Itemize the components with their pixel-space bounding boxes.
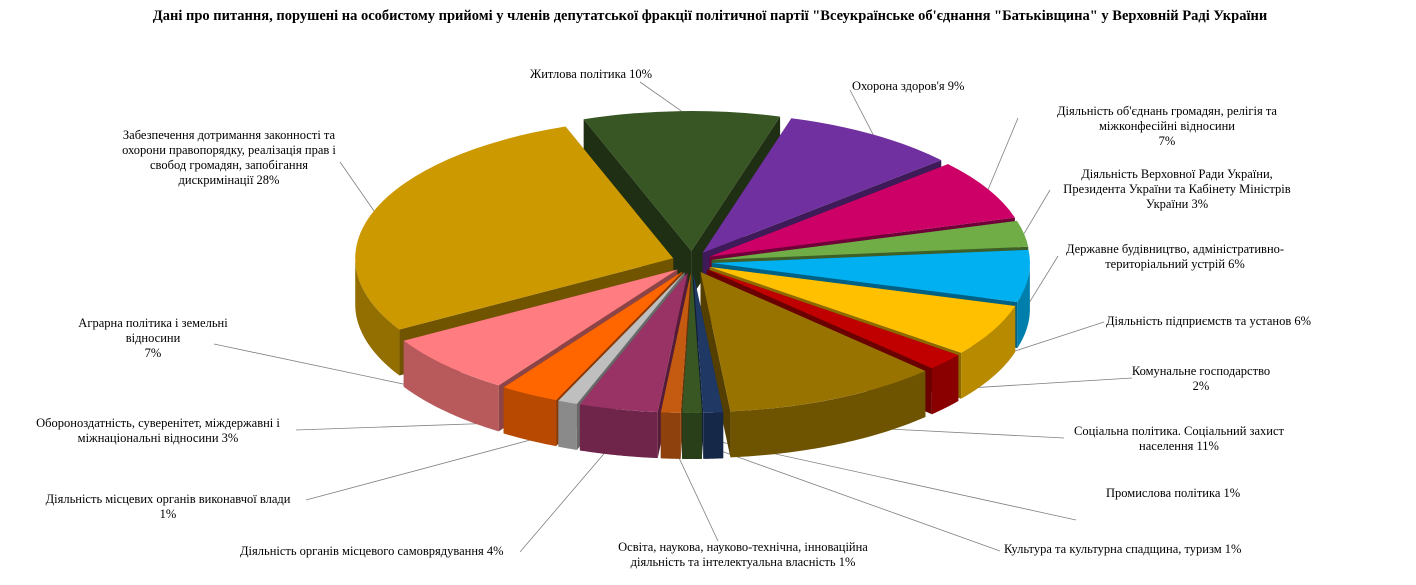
slice-top [709, 266, 1016, 353]
leader-line [691, 440, 1001, 552]
pie-slice [700, 271, 926, 458]
chart-title: Дані про питання, порушені на особистому… [152, 8, 1268, 24]
slice-top [709, 164, 1015, 257]
slice-outer-wall [403, 340, 499, 432]
leader-line [639, 81, 682, 112]
slice-top [707, 269, 959, 369]
slice-outer-wall [931, 355, 959, 415]
leader-line [1023, 189, 1051, 234]
slice-outer-wall [703, 412, 724, 459]
slice-outer-wall [503, 387, 557, 447]
label-localexec: Діяльність місцевих органів виконавчої в… [45, 492, 291, 521]
label-industry: Промислова політика 1% [1106, 486, 1241, 500]
slice-outer-wall [355, 256, 400, 376]
label-unions: Діяльність об'єднань громадян, релігія т… [1057, 104, 1277, 148]
label-health: Охорона здоров'я 9% [852, 79, 965, 93]
leader-line [339, 161, 375, 212]
label-law: Забезпечення дотримання законності та охо… [122, 128, 336, 187]
pie-slices [355, 111, 1030, 459]
slice-top [682, 273, 702, 413]
slice-top [583, 111, 781, 252]
slice-top [711, 249, 1030, 303]
slice-top [702, 118, 942, 253]
label-communal: Комунальне господарство 2% [1131, 364, 1271, 393]
label-education: Освіта, наукова, науково-технічна, іннов… [618, 540, 868, 569]
label-vru: Діяльність Верховної Ради України, Презид… [1063, 167, 1291, 211]
slice-outer-wall [682, 412, 702, 459]
slice-outer-wall [558, 400, 577, 450]
pie-slice [660, 272, 691, 459]
slice-outer-wall [961, 306, 1016, 399]
label-enterprises: Діяльність підприємств та установ 6% [1106, 314, 1312, 328]
slice-top [355, 126, 674, 330]
label-localgov: Діяльність органів місцевого самоврядува… [240, 544, 504, 558]
label-housing: Житлова політика 10% [530, 67, 653, 81]
slice-top [503, 271, 683, 401]
leader-line [519, 436, 619, 553]
slice-outer-wall [660, 412, 681, 459]
slice-top [700, 271, 926, 412]
pie-slice [682, 273, 702, 459]
label-social: Соціальна політика. Соціальний захист нас… [1073, 424, 1284, 453]
label-state: Державне будівництво, адміністративно-те… [1065, 242, 1285, 271]
slice-side-wall [700, 271, 731, 458]
leader-line [987, 117, 1019, 190]
label-culture: Культура та культурна спадщина, туризм 1… [1004, 542, 1242, 556]
leader-line [849, 89, 874, 135]
slice-top [693, 272, 724, 413]
label-agrarian: Аграрна політика і земельні відносини 7% [78, 316, 228, 360]
slice-top [579, 272, 688, 413]
slice-top [660, 272, 691, 413]
slice-outer-wall [730, 370, 926, 458]
slice-top [711, 220, 1029, 260]
slice-outer-wall [579, 404, 658, 459]
slice-outer-wall [1017, 260, 1030, 349]
slice-top [403, 269, 678, 386]
label-defense: Обороноздатність, суверенітет, міждержав… [36, 416, 280, 445]
slice-top [558, 272, 685, 404]
leader-line [305, 429, 568, 501]
leader-line [1028, 255, 1059, 305]
